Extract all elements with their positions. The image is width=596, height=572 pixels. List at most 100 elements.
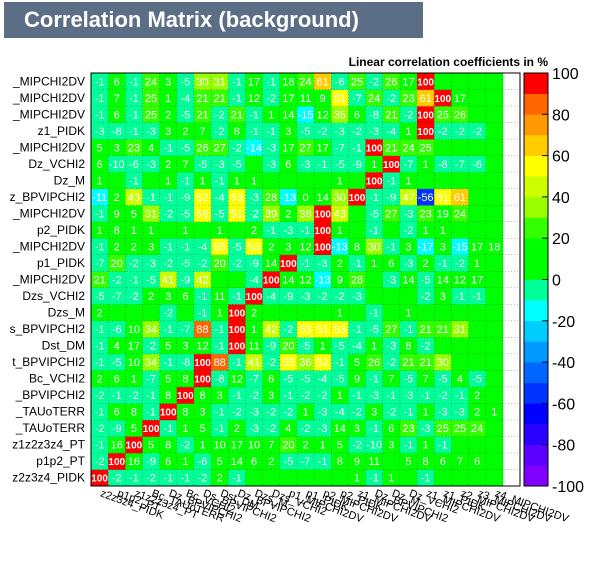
heatmap-cell xyxy=(262,320,281,338)
cell-value-label: 41 xyxy=(162,275,174,287)
heatmap-cell xyxy=(451,271,469,289)
heatmap-cell xyxy=(365,353,384,371)
heatmap-cell xyxy=(193,238,212,256)
cell-value-label: -2 xyxy=(438,390,448,402)
cell-value-label: -6 xyxy=(112,324,122,336)
cell-value-label: -5 xyxy=(335,159,345,171)
heatmap-cell xyxy=(382,452,401,470)
cell-value-label: 61 xyxy=(454,192,466,204)
heatmap-cell xyxy=(331,436,349,454)
heatmap-cell xyxy=(108,287,126,305)
cell-value-label: -1 xyxy=(95,324,105,336)
heatmap-cell xyxy=(331,122,349,140)
heatmap-cell xyxy=(451,238,469,256)
heatmap-cell xyxy=(245,271,263,289)
heatmap-cell xyxy=(125,254,143,272)
heatmap-cell xyxy=(382,386,401,404)
heatmap-cell xyxy=(451,139,469,156)
heatmap-cell xyxy=(176,419,195,437)
cell-value-label: 28 xyxy=(351,275,363,287)
cell-value-label: 3 xyxy=(114,142,120,154)
cell-value-label: -2 xyxy=(249,208,259,220)
heatmap-cell xyxy=(296,73,315,90)
heatmap-cell xyxy=(279,436,298,454)
heatmap-cell xyxy=(125,122,143,140)
heatmap-cell xyxy=(228,172,246,189)
heatmap-cell xyxy=(108,469,126,487)
cell-value-label: 100 xyxy=(314,209,331,220)
cell-value-label: -2 xyxy=(318,126,328,138)
heatmap-cell xyxy=(193,254,212,272)
heatmap-cell xyxy=(417,353,435,371)
cell-value-label: -5 xyxy=(472,374,482,386)
heatmap-cell xyxy=(262,403,281,421)
heatmap-cell xyxy=(108,403,126,421)
cell-value-label: -1 xyxy=(438,440,448,452)
heatmap-cell xyxy=(159,73,178,90)
colorbar-segment xyxy=(524,424,548,445)
colorbar-segment xyxy=(524,93,548,115)
cell-value-label: -5 xyxy=(335,374,345,386)
heatmap-cell xyxy=(365,419,384,437)
cell-value-label: 6 xyxy=(182,291,188,303)
heatmap-cell xyxy=(399,353,418,371)
cell-value-label: 39 xyxy=(265,208,277,220)
heatmap-cell xyxy=(245,386,263,404)
cell-value-label: -8 xyxy=(180,357,190,369)
heatmap-cell xyxy=(91,287,109,305)
heatmap-cell xyxy=(365,73,384,90)
heatmap-cell xyxy=(399,287,418,305)
cell-value-label: -2 xyxy=(266,93,276,105)
heatmap-cell xyxy=(91,436,109,454)
heatmap-cell xyxy=(468,271,486,289)
cell-value-label: -2 xyxy=(386,93,396,105)
heatmap-cell xyxy=(348,205,366,222)
cell-value-label: -2 xyxy=(146,473,156,485)
heatmap-cell xyxy=(176,403,195,421)
heatmap-cell xyxy=(228,271,246,289)
heatmap-cell xyxy=(331,419,349,437)
plot-frame xyxy=(90,72,521,487)
cell-value-label: -5 xyxy=(283,456,293,468)
heatmap-cell xyxy=(245,188,263,206)
cell-value-label: -2 xyxy=(369,76,379,88)
cell-value-label: 5 xyxy=(97,142,103,154)
cell-value-label: -5 xyxy=(404,374,414,386)
cell-value-label: -11 xyxy=(92,192,107,204)
cell-value-label: -2 xyxy=(283,324,293,336)
heatmap-cell xyxy=(485,419,504,437)
cell-value-label: 2 xyxy=(131,241,137,253)
cell-value-label: -1 xyxy=(352,258,362,270)
cell-value-label: -1 xyxy=(232,390,242,402)
colorbar-tick-label: 100 xyxy=(552,66,579,83)
heatmap-cell xyxy=(314,287,332,305)
heatmap-cell xyxy=(296,122,315,140)
cell-value-label: -1 xyxy=(215,175,225,187)
cell-value-label: 9 xyxy=(354,374,360,386)
heatmap-cell xyxy=(159,221,178,239)
cell-value-label: 21 xyxy=(437,324,449,336)
cell-value-label: -2 xyxy=(455,258,465,270)
cell-value-label: 1 xyxy=(320,341,326,353)
cell-value-label: 24 xyxy=(145,76,157,88)
heatmap-cell xyxy=(211,254,229,272)
heatmap-cell xyxy=(314,403,332,421)
cell-value-label: 100 xyxy=(417,110,434,121)
cell-value-label: -3 xyxy=(404,208,414,220)
cell-value-label: -3 xyxy=(301,291,311,303)
heatmap-cell xyxy=(296,139,315,156)
cell-value-label: 9 xyxy=(114,208,120,220)
cell-value-label: 12 xyxy=(196,341,208,353)
chart-subtitle: Linear correlation coefficients in % xyxy=(348,55,548,69)
heatmap-cell xyxy=(245,452,263,470)
heatmap-cell xyxy=(91,238,109,256)
cell-value-label: -4 xyxy=(198,241,208,253)
cell-value-label: -1 xyxy=(421,390,431,402)
cell-value-label: -1 xyxy=(95,208,105,220)
cell-value-label: 52 xyxy=(196,192,208,204)
cell-value-label: 1 xyxy=(97,225,103,237)
heatmap-cell xyxy=(382,122,401,140)
heatmap-cell xyxy=(108,304,126,322)
heatmap-cell xyxy=(159,320,178,338)
cell-value-label: 51 xyxy=(437,192,449,204)
